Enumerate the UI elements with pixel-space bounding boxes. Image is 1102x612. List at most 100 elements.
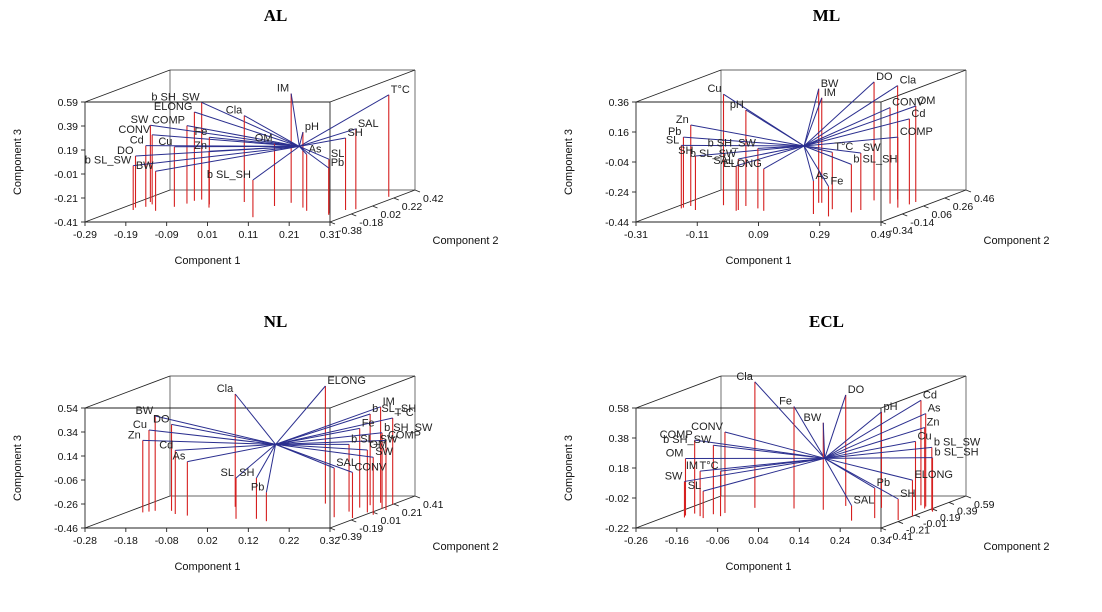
y-axis-title: Component 2 xyxy=(433,541,499,553)
vector-label: IM xyxy=(686,460,698,472)
box-edge xyxy=(880,375,967,409)
loading-vector xyxy=(299,145,330,169)
loading-vector xyxy=(275,385,326,445)
panel-nl: NL -0.28 -0.18 -0.08 0.02 0.12 0.22 0.32 -0.39-… xyxy=(0,306,551,612)
vector-label: ELONG xyxy=(154,101,193,113)
y-tick-mark xyxy=(329,221,336,225)
loading-vector xyxy=(736,145,805,167)
vector-label: Cd xyxy=(923,389,937,401)
y-tick-label: 0.26 xyxy=(953,201,974,213)
z-tick-label: -0.01 xyxy=(54,169,78,181)
y-tick-label: -0.01 xyxy=(923,518,947,530)
box-edge xyxy=(635,69,722,103)
x-tick-label: 0.21 xyxy=(279,229,300,241)
vector-label: DO xyxy=(117,145,134,157)
loading-vector xyxy=(804,136,898,147)
vector-label: SL xyxy=(221,467,234,479)
z-tick-label: -0.21 xyxy=(54,193,78,205)
x-tick-label: -0.28 xyxy=(73,535,97,547)
x-tick-label: -0.09 xyxy=(155,229,179,241)
vector-label: Cla xyxy=(736,371,753,383)
loading-vector xyxy=(299,128,356,147)
vector-label: SW xyxy=(665,470,683,482)
vector-label: BW xyxy=(804,412,822,424)
loading-vector xyxy=(804,145,861,154)
loading-vector xyxy=(133,145,300,167)
loading-vector xyxy=(757,145,805,149)
vector-label: Cla xyxy=(217,383,234,395)
loading-vector xyxy=(275,439,386,445)
loading-vector xyxy=(803,145,814,182)
y-tick-label: -0.21 xyxy=(906,525,930,537)
y-tick-label: 0.19 xyxy=(940,512,961,524)
y-tick-mark xyxy=(393,503,399,507)
panel-al: AL -0.29 -0.19 -0.09 0.01 0.11 0.21 0.31 -0.38-… xyxy=(0,0,551,306)
vector-label: SL xyxy=(666,134,679,146)
vector-label: OM xyxy=(369,439,387,451)
vector-label: b SL_SH xyxy=(372,403,416,415)
box-edge xyxy=(329,375,416,409)
loading-vector xyxy=(681,144,805,147)
vector-label: Fe xyxy=(831,175,844,187)
vector-label: SW xyxy=(863,142,881,154)
vector-label: As xyxy=(928,403,941,415)
box-edge xyxy=(84,189,171,223)
z-tick-label: -0.06 xyxy=(54,475,78,487)
z-tick-label: 0.36 xyxy=(609,97,630,109)
x-tick-label: 0.12 xyxy=(238,535,259,547)
chart-title: ML xyxy=(812,6,841,25)
loading-vector xyxy=(703,457,825,492)
y-tick-mark xyxy=(914,514,921,518)
loading-vector xyxy=(275,427,360,445)
vector-label: ELONG xyxy=(723,158,762,170)
y-tick-mark xyxy=(372,205,378,209)
y-tick-mark xyxy=(948,501,955,505)
x-tick-label: -0.31 xyxy=(624,229,648,241)
vector-label: SW xyxy=(375,446,393,458)
x-tick-label: 0.49 xyxy=(871,229,892,241)
vector-label: SAL xyxy=(336,457,357,469)
x-tick-label: 0.29 xyxy=(810,229,831,241)
loading-vector xyxy=(186,125,300,147)
y-tick-mark xyxy=(880,221,887,225)
loading-vector xyxy=(187,443,276,463)
loading-vector xyxy=(234,393,276,445)
vector-label: Cd xyxy=(130,135,144,147)
vector-label: Zn xyxy=(194,140,207,152)
z-tick-label: -0.46 xyxy=(54,523,78,535)
loading-vector xyxy=(738,145,805,160)
z-tick-label: -0.02 xyxy=(605,493,629,505)
x-tick-label: -0.08 xyxy=(155,535,179,547)
vector-label: SL xyxy=(331,148,344,160)
vector-label: b SH_SW xyxy=(663,434,712,446)
loading-vector xyxy=(235,444,276,479)
z-tick-label: -0.24 xyxy=(605,187,629,199)
x-axis-title: Component 1 xyxy=(725,255,791,267)
loading-vector xyxy=(275,443,368,451)
z-tick-label: 0.14 xyxy=(58,451,79,463)
loading-vector xyxy=(142,439,276,445)
vector-label: CONV xyxy=(691,421,723,433)
loading-vector xyxy=(148,429,276,445)
vector-label: COMP xyxy=(152,115,185,127)
vector-label: b SH_SW xyxy=(708,137,757,149)
vector-label: T°C xyxy=(391,84,410,96)
y-tick-mark xyxy=(351,519,357,523)
loading-vector xyxy=(824,399,922,459)
loading-vector xyxy=(690,124,805,147)
vector-label: Cu xyxy=(133,419,147,431)
vector-label: IM xyxy=(277,83,289,95)
z-tick-label: -0.26 xyxy=(54,499,78,511)
box-edge xyxy=(84,375,171,409)
vector-label: Cla xyxy=(226,105,243,117)
loading-vector xyxy=(803,107,891,147)
y-tick-label: -0.38 xyxy=(338,225,362,237)
box-edge xyxy=(84,495,171,529)
y-tick-label: 0.21 xyxy=(402,507,423,519)
loading-vector xyxy=(194,111,300,147)
vector-label: COMP xyxy=(660,429,693,441)
loading-vector xyxy=(754,381,826,459)
y-tick-label: -0.41 xyxy=(889,531,913,543)
x-tick-label: 0.34 xyxy=(871,535,892,547)
vector-label: pH xyxy=(305,121,319,133)
